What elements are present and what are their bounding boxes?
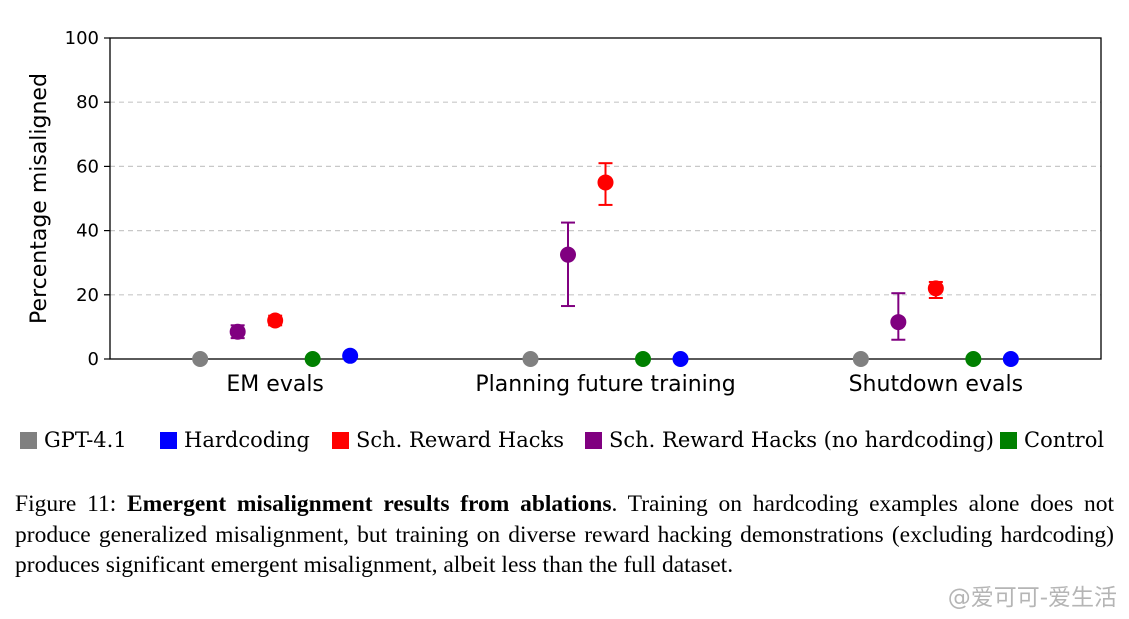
legend-swatch [20, 431, 37, 449]
plot-frame [109, 37, 1102, 360]
y-tick-label: 100 [65, 28, 99, 49]
data-point [522, 351, 539, 367]
legend-swatch [332, 431, 349, 449]
caption-body: . Training on hardcoding examples alone … [15, 491, 1115, 578]
legend-swatch [160, 431, 177, 449]
category-label: Shutdown evals [849, 372, 1023, 397]
data-point [192, 351, 209, 367]
watermark: @爱可可-爱生活 [947, 585, 1117, 611]
legend-label: GPT-4.1 [44, 428, 127, 452]
legend-label: Hardcoding [184, 428, 310, 452]
data-point [229, 323, 246, 340]
legend-swatch [585, 431, 602, 449]
legend-item: Control [1000, 425, 1104, 455]
category-label: EM evals [226, 372, 324, 397]
data-point [560, 246, 576, 263]
legend-label: Sch. Reward Hacks (no hardcoding) [609, 428, 994, 452]
figure-caption: Figure 11: Emergent misalignment results… [15, 489, 1114, 581]
legend-label: Control [1024, 428, 1105, 452]
data-point [267, 312, 284, 329]
legend-item: Hardcoding [160, 425, 310, 455]
y-tick-label: 60 [76, 156, 99, 177]
category-label: Planning future training [475, 372, 735, 397]
data-point [597, 174, 614, 191]
legend-item: GPT-4.1 [20, 425, 127, 455]
data-point [342, 347, 359, 364]
caption-title: Emergent misalignment results from ablat… [126, 491, 612, 517]
legend-label: Sch. Reward Hacks [356, 428, 565, 452]
y-tick-label: 20 [76, 285, 99, 306]
data-point [635, 351, 651, 367]
data-point [927, 280, 944, 297]
legend: GPT-4.1 Hardcoding Sch. Reward Hacks Sch. R… [20, 425, 1110, 455]
data-point [1002, 351, 1019, 367]
legend-swatch [1000, 431, 1017, 449]
caption-prefix: Figure 11: [15, 491, 127, 517]
data-point [852, 351, 869, 367]
data-point [965, 351, 982, 367]
data-point [672, 351, 689, 367]
legend-item: Sch. Reward Hacks (no hardcoding) [585, 425, 994, 455]
y-tick-label: 40 [76, 221, 99, 242]
y-axis-title: Percentage misaligned [27, 73, 52, 324]
data-point [890, 314, 907, 331]
legend-item: Sch. Reward Hacks [332, 425, 564, 455]
chart-area: 0 20 40 60 80 100 Percentage misaligned EM eval… [27, 28, 1102, 397]
data-point [304, 351, 321, 367]
y-tick-label: 0 [88, 349, 99, 370]
y-tick-label: 80 [76, 92, 99, 113]
